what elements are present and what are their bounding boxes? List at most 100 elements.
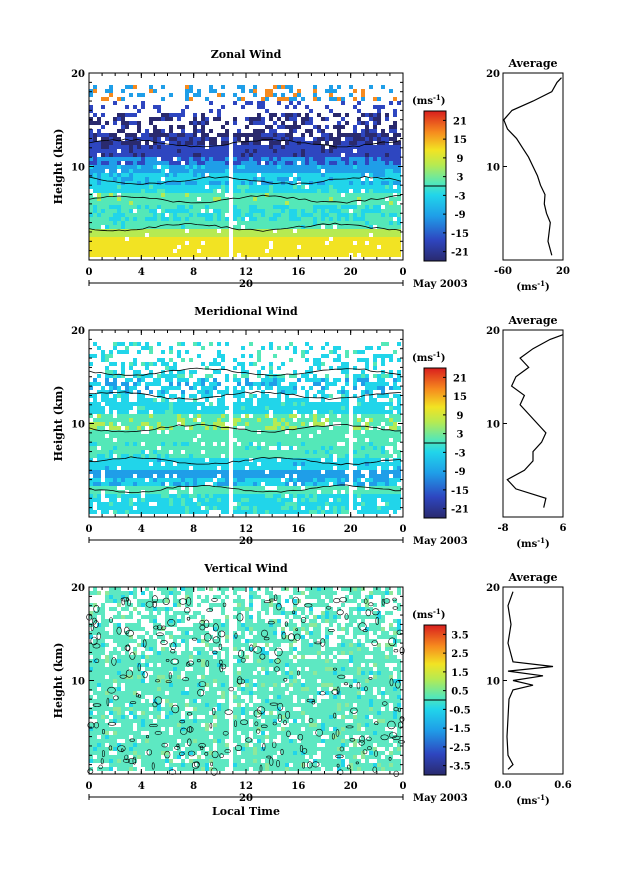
x-tick-label: 4 (138, 781, 145, 792)
colorbar-tick-label: -2.5 (449, 743, 471, 754)
average-y-tick: 10 (486, 677, 500, 688)
x-tick-label: 0 (400, 524, 407, 535)
x-tick-label: 16 (291, 524, 305, 535)
month-label: May 2003 (413, 793, 468, 804)
average-y-tick: 10 (486, 420, 500, 431)
colorbar-tick-label: 2.5 (451, 649, 468, 660)
y-axis-label: Height (km) (52, 129, 65, 205)
colorbar-tick-label: -9 (454, 210, 465, 221)
colorbar-tick-label: -9 (454, 467, 465, 478)
panel-title: Meridional Wind (194, 305, 298, 318)
x-tick-label: 0 (86, 781, 93, 792)
average-unit: (ms-1) (516, 793, 549, 807)
colorbar-tick-label: 0.5 (451, 687, 468, 698)
date-label: 20 (239, 279, 253, 290)
average-panel: Average 10 20 -60 20 (ms-1) (486, 57, 570, 293)
average-title: Average (507, 571, 557, 584)
average-x-tick: 20 (556, 266, 570, 277)
colorbar-tick-label: 9 (457, 154, 464, 165)
y-tick-label: 10 (71, 163, 85, 174)
average-x-tick: 0.0 (494, 780, 511, 791)
x-tick-label: 20 (344, 524, 358, 535)
y-axis-label: Height (km) (52, 386, 65, 462)
x-tick-label: 12 (239, 524, 253, 535)
average-x-tick: 0.6 (554, 780, 571, 791)
average-frame (502, 329, 564, 518)
average-profile-line (506, 591, 554, 770)
average-title: Average (507, 314, 557, 327)
x-tick-label: 8 (190, 267, 197, 278)
colorbar-tick-label: 21 (453, 116, 467, 127)
y-tick-label: 20 (71, 326, 85, 337)
average-y-tick: 20 (486, 583, 500, 594)
month-label: May 2003 (413, 536, 468, 547)
average-title: Average (507, 57, 557, 70)
average-profile-line (503, 77, 562, 256)
colorbar-tick-label: -3.5 (449, 762, 471, 773)
average-y-tick: 10 (486, 163, 500, 174)
panel-zonal: Zonal Wind 10 20 Height (km) 0 4 8 12 16 20 0 20 May… (52, 48, 570, 293)
y-tick-label: 10 (71, 420, 85, 431)
heatmap-cells (89, 587, 401, 771)
panel-title: Vertical Wind (203, 562, 288, 575)
contour-lines (86, 594, 405, 777)
colorbar-tick-label: -15 (451, 229, 469, 240)
colorbar-unit: (ms-1) (412, 93, 445, 107)
contour-lines (88, 138, 402, 232)
colorbar-tick-label: 9 (457, 411, 464, 422)
colorbar-tick-label: 15 (453, 135, 467, 146)
colorbar-tick-label: 3.5 (451, 630, 468, 641)
contour-lines (88, 367, 402, 494)
average-x-tick: 6 (560, 523, 567, 534)
x-tick-label: 12 (239, 267, 253, 278)
average-x-tick: -60 (494, 266, 512, 277)
x-tick-label: 12 (239, 781, 253, 792)
average-unit: (ms-1) (516, 279, 549, 293)
colorbar-tick-label: -15 (451, 486, 469, 497)
average-panel: Average 10 20 0.0 0.6 (ms-1) (486, 571, 572, 807)
average-y-tick: 20 (486, 69, 500, 80)
colorbar-tick-label: -21 (451, 248, 469, 259)
colorbar-tick-label: -1.5 (449, 724, 471, 735)
heatmap-cells (89, 342, 401, 514)
panel-merid: Meridional Wind 10 20 Height (km) 0 4 8 12 16 20 0… (52, 305, 567, 550)
date-label: 20 (239, 793, 253, 804)
x-tick-label: 0 (400, 267, 407, 278)
colorbar-tick-label: -21 (451, 505, 469, 516)
y-tick-label: 20 (71, 583, 85, 594)
average-x-tick: -8 (497, 523, 508, 534)
colorbar-tick-label: -0.5 (449, 705, 471, 716)
colorbar-tick-label: -3 (454, 448, 465, 459)
colorbar-tick-label: 3 (457, 173, 464, 184)
x-tick-label: 20 (344, 267, 358, 278)
x-tick-label: 16 (291, 267, 305, 278)
x-tick-label: 4 (138, 267, 145, 278)
x-tick-label: 0 (86, 267, 93, 278)
y-tick-label: 10 (71, 677, 85, 688)
x-tick-label: 0 (86, 524, 93, 535)
x-tick-label: 8 (190, 781, 197, 792)
y-axis-label: Height (km) (52, 643, 65, 719)
colorbar-unit: (ms-1) (412, 607, 445, 621)
colorbar-tick-label: 15 (453, 392, 467, 403)
average-unit: (ms-1) (516, 536, 549, 550)
date-label: 20 (239, 536, 253, 547)
colorbar-unit: (ms-1) (412, 350, 445, 364)
colorbar-tick-label: 21 (453, 373, 467, 384)
panel-vert: Vertical Wind 10 20 Height (km) 0 4 8 12 16 20 0 20… (52, 562, 572, 818)
colorbar-tick-label: -3 (454, 191, 465, 202)
x-tick-label: 16 (291, 781, 305, 792)
panel-title: Zonal Wind (211, 48, 282, 61)
average-y-tick: 20 (486, 326, 500, 337)
month-label: May 2003 (413, 279, 468, 290)
x-tick-label: 8 (190, 524, 197, 535)
heatmap-cells (89, 85, 401, 257)
x-tick-label: 20 (344, 781, 358, 792)
colorbar-tick-label: 1.5 (451, 668, 468, 679)
average-panel: Average 10 20 -8 6 (ms-1) (486, 314, 566, 550)
y-tick-label: 20 (71, 69, 85, 80)
x-tick-label: 0 (400, 781, 407, 792)
average-profile-line (506, 334, 564, 508)
average-frame (502, 586, 564, 775)
x-tick-label: 4 (138, 524, 145, 535)
